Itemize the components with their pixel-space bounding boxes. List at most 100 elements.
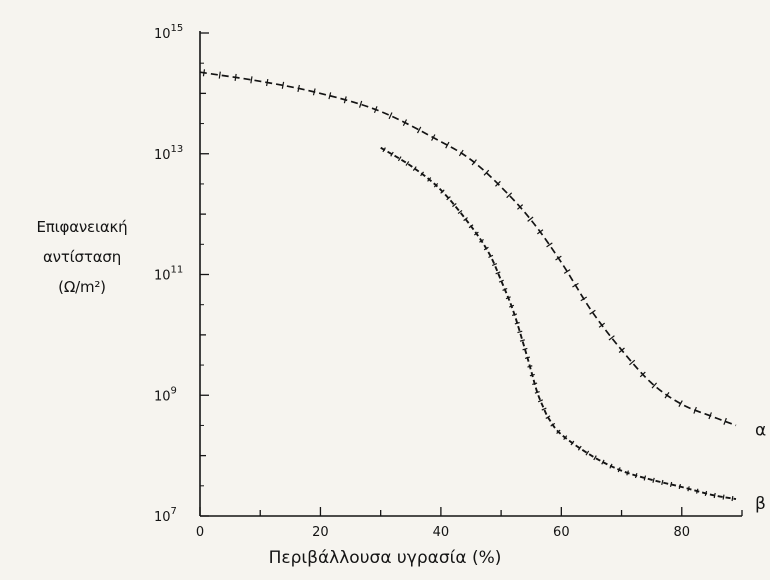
x-tick-label: 0 bbox=[196, 525, 204, 540]
y-axis-label: Επιφανειακή αντίσταση (Ω/m²) bbox=[6, 212, 158, 302]
series-hatch bbox=[488, 254, 494, 259]
series-hatch bbox=[522, 347, 528, 351]
series-hatch bbox=[511, 313, 518, 317]
series-hatch bbox=[708, 412, 712, 420]
series-hatch bbox=[502, 287, 508, 291]
series-hatch bbox=[416, 126, 422, 134]
series-hatch bbox=[537, 399, 544, 403]
series-hatch bbox=[722, 494, 725, 500]
series-hatch bbox=[651, 382, 658, 389]
series-hatch bbox=[508, 304, 515, 308]
series-hatch bbox=[343, 96, 347, 104]
series-hatch bbox=[585, 450, 590, 456]
series-hatch bbox=[545, 415, 551, 419]
y-tick-label: 1015 bbox=[154, 23, 183, 42]
series-hatch bbox=[328, 92, 332, 100]
series-hatch bbox=[505, 296, 511, 300]
series-hatch bbox=[598, 322, 606, 328]
y-tick-label-exponent: 11 bbox=[171, 265, 184, 276]
series-hatch bbox=[626, 470, 629, 476]
y-tick-label: 109 bbox=[154, 385, 177, 404]
series-hatch bbox=[479, 239, 484, 243]
series-hatch bbox=[234, 73, 237, 81]
series-end-label: β bbox=[755, 494, 766, 514]
series-line bbox=[199, 71, 737, 427]
x-axis-label: Περιβάλλουσα υγρασία (%) bbox=[268, 548, 502, 568]
series-hatch bbox=[431, 134, 436, 141]
series-hatch bbox=[218, 71, 221, 79]
series-hatch bbox=[412, 166, 417, 172]
series-hatch bbox=[532, 382, 538, 386]
series-hatch bbox=[517, 204, 524, 210]
series-hatch bbox=[643, 475, 647, 481]
series-end-label: α bbox=[755, 420, 766, 440]
series-hatch bbox=[570, 440, 575, 446]
series-hatch bbox=[440, 189, 445, 194]
series-hatch bbox=[266, 78, 269, 87]
series-hatch bbox=[474, 231, 479, 236]
series-hatch bbox=[446, 196, 451, 201]
y-tick-label-exponent: 9 bbox=[171, 385, 177, 396]
series-hatch bbox=[420, 171, 425, 177]
series-alpha: α bbox=[199, 69, 766, 440]
series-hatch bbox=[202, 69, 206, 77]
series-hatch bbox=[696, 488, 699, 494]
x-tick-label: 20 bbox=[312, 525, 329, 540]
series-hatch bbox=[555, 255, 562, 261]
series-hatch bbox=[652, 477, 655, 483]
series-hatch bbox=[639, 371, 646, 378]
series-line bbox=[380, 146, 737, 501]
series-hatch bbox=[713, 492, 716, 499]
series-hatch bbox=[563, 269, 571, 274]
series-hatch bbox=[629, 359, 636, 366]
y-tick-label-exponent: 7 bbox=[171, 506, 177, 517]
y-axis-label-line-3: (Ω/m²) bbox=[58, 278, 106, 296]
series-hatch bbox=[388, 112, 393, 120]
series-hatch bbox=[468, 224, 474, 229]
series-hatch bbox=[517, 330, 523, 334]
y-tick-label-exponent: 13 bbox=[171, 144, 184, 155]
series-hatch bbox=[608, 335, 615, 341]
series-hatch bbox=[536, 229, 544, 235]
series-hatch bbox=[589, 309, 596, 315]
y-tick-label: 1013 bbox=[154, 144, 183, 163]
series-hatch bbox=[618, 347, 625, 353]
y-tick-label-base: 10 bbox=[154, 389, 171, 404]
series-hatch bbox=[312, 88, 316, 96]
x-tick-label: 80 bbox=[674, 525, 691, 540]
series-hatch bbox=[704, 490, 708, 497]
y-tick-label-base: 10 bbox=[154, 148, 171, 163]
y-tick-label-base: 10 bbox=[154, 269, 171, 284]
x-tick-label: 60 bbox=[553, 525, 570, 540]
series-hatch bbox=[731, 495, 734, 502]
series-hatch bbox=[471, 159, 477, 166]
series-hatch bbox=[546, 242, 553, 248]
series-hatch bbox=[495, 180, 501, 187]
series-hatch bbox=[678, 483, 682, 490]
series-hatch bbox=[693, 406, 697, 414]
series-hatch bbox=[397, 156, 402, 162]
y-axis-label-line-1: Επιφανειακή bbox=[36, 218, 128, 236]
series-hatch bbox=[524, 356, 531, 360]
y-tick-label: 107 bbox=[154, 506, 177, 525]
series-hatch bbox=[433, 183, 439, 188]
series-hatch bbox=[580, 296, 588, 302]
series-hatch bbox=[519, 339, 525, 342]
series-hatch bbox=[390, 151, 394, 157]
series-hatch bbox=[382, 147, 386, 153]
series-hatch bbox=[687, 486, 690, 492]
series-hatch bbox=[669, 481, 673, 488]
series-hatch bbox=[529, 373, 535, 377]
series-hatch bbox=[609, 463, 613, 469]
series-hatch bbox=[297, 84, 300, 92]
series-hatch bbox=[483, 169, 490, 176]
series-hatch bbox=[463, 217, 468, 222]
series-hatch bbox=[483, 246, 489, 251]
series-hatch bbox=[550, 422, 556, 427]
series-hatch bbox=[527, 365, 533, 368]
series-hatch bbox=[577, 445, 582, 451]
series-hatch bbox=[491, 262, 498, 267]
